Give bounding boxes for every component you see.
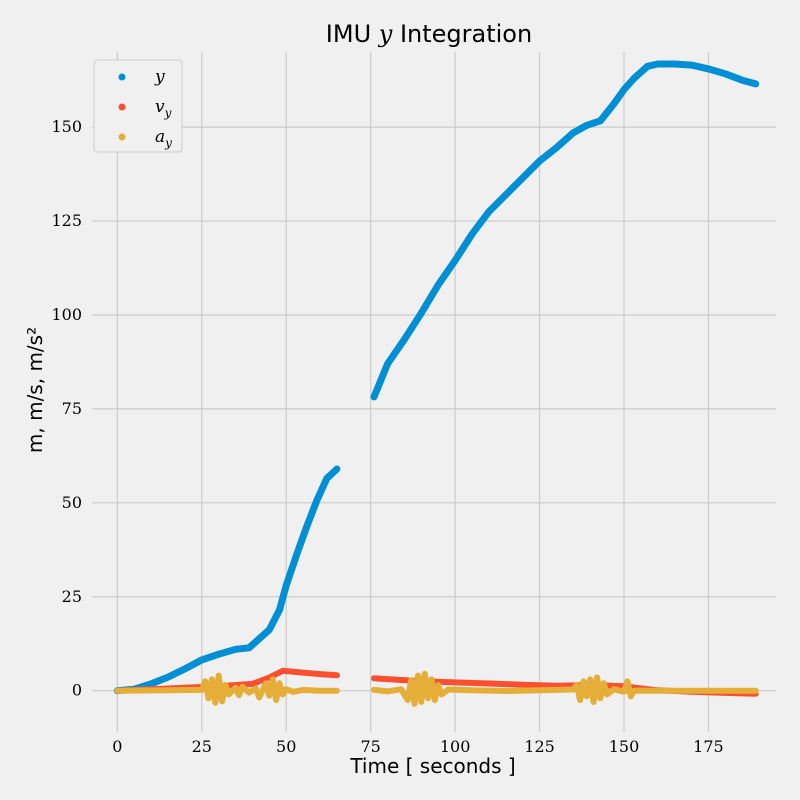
x-tick-label: 50 bbox=[276, 737, 296, 756]
legend: y vy ay bbox=[93, 59, 183, 153]
legend-marker bbox=[118, 73, 126, 81]
y-axis-label: m, m/s, m/s² bbox=[23, 327, 47, 453]
x-tick-label: 75 bbox=[360, 737, 380, 756]
x-axis-label: Time [ seconds ] bbox=[349, 754, 515, 778]
y-tick-label: 50 bbox=[62, 493, 82, 512]
legend-label: y bbox=[154, 67, 165, 87]
series-y-trace bbox=[370, 60, 760, 401]
legend-label: ay bbox=[155, 127, 172, 150]
series-a-y-trace bbox=[114, 672, 340, 706]
y-tick-label: 100 bbox=[51, 305, 82, 324]
chart-title: IMU y Integration bbox=[326, 20, 532, 48]
y-tick-label: 125 bbox=[51, 211, 82, 230]
x-tick-label: 0 bbox=[112, 737, 122, 756]
legend-marker bbox=[118, 103, 126, 111]
x-tick-label: 125 bbox=[524, 737, 555, 756]
y-tick-label: 25 bbox=[62, 587, 82, 606]
x-tick-label: 150 bbox=[609, 737, 640, 756]
legend-box bbox=[93, 59, 183, 153]
x-tick-label: 25 bbox=[192, 737, 212, 756]
legend-marker bbox=[118, 133, 126, 141]
grid bbox=[92, 52, 776, 732]
plot-area bbox=[113, 60, 760, 707]
x-tick-label: 175 bbox=[693, 737, 724, 756]
y-tick-label: 0 bbox=[72, 681, 82, 700]
y-tick-label: 150 bbox=[51, 117, 82, 136]
legend-label: vy bbox=[155, 97, 172, 120]
series-y-trace bbox=[113, 465, 341, 695]
x-tick-label: 100 bbox=[440, 737, 471, 756]
y-tick-label: 75 bbox=[62, 399, 82, 418]
series-a-y-trace bbox=[371, 670, 759, 707]
tick-labels: 0 25 50 75 100 125 150 175 0 25 50 75 100 125 150 bbox=[51, 117, 723, 756]
